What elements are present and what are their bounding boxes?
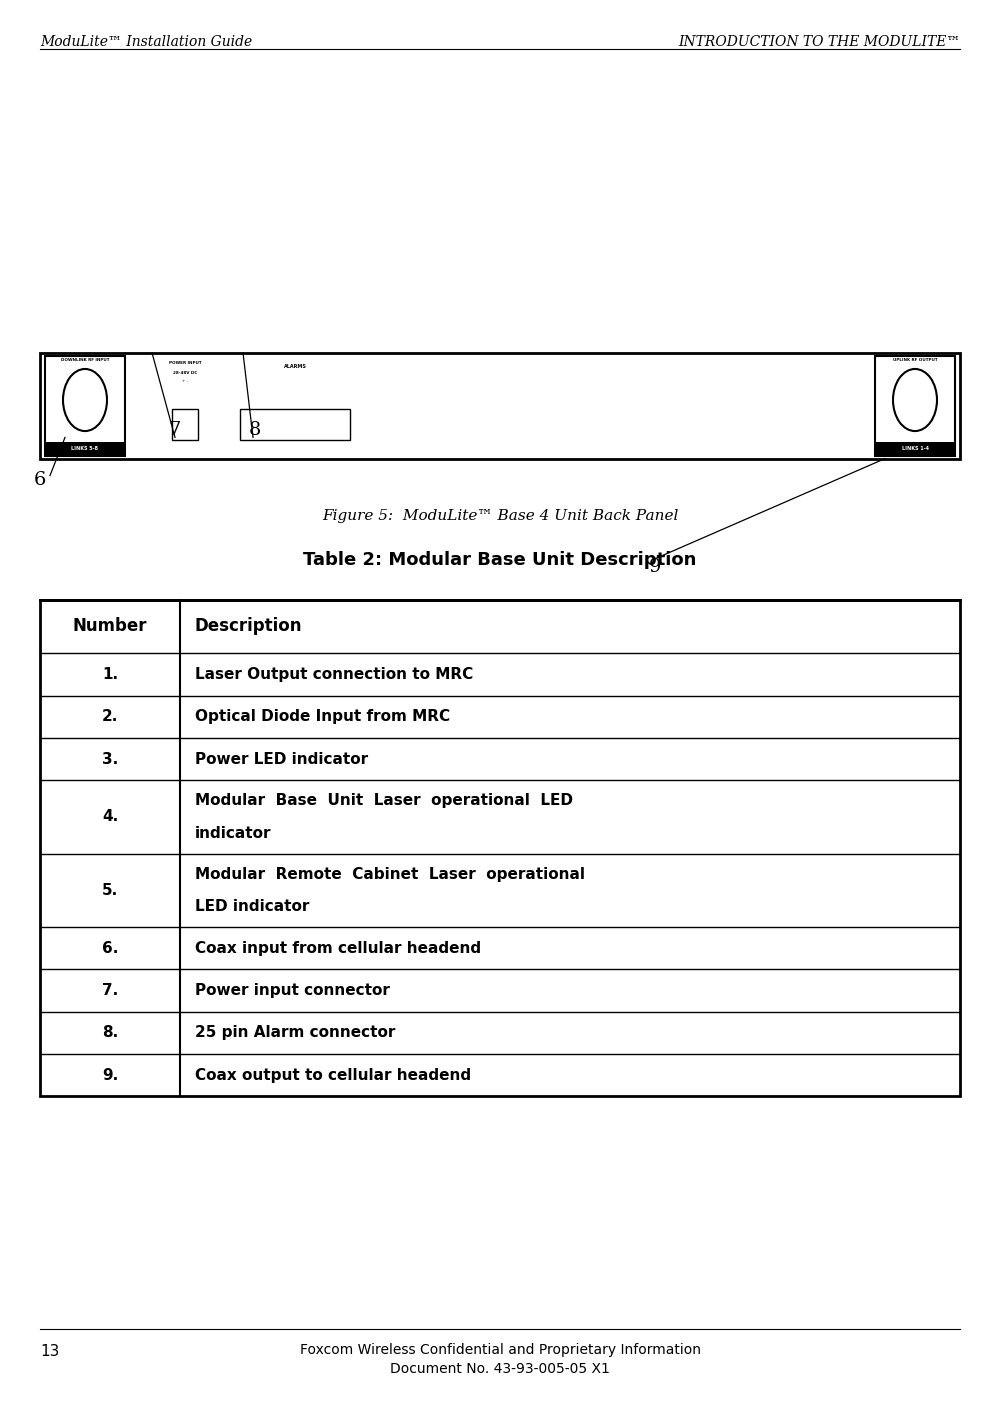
Text: 9: 9 bbox=[649, 559, 661, 576]
Text: INTRODUCTION TO THE MODULITE™: INTRODUCTION TO THE MODULITE™ bbox=[678, 35, 960, 49]
Text: Number: Number bbox=[73, 618, 147, 635]
Text: 3.: 3. bbox=[102, 752, 118, 766]
Text: 5.: 5. bbox=[102, 883, 118, 897]
Text: UPLINK RF OUTPUT: UPLINK RF OUTPUT bbox=[893, 358, 937, 361]
Text: Power input connector: Power input connector bbox=[195, 983, 390, 998]
Circle shape bbox=[63, 368, 107, 432]
Text: POWER INPUT: POWER INPUT bbox=[169, 361, 201, 364]
Text: Modular  Remote  Cabinet  Laser  operational: Modular Remote Cabinet Laser operational bbox=[195, 866, 585, 882]
Text: Modular  Base  Unit  Laser  operational  LED: Modular Base Unit Laser operational LED bbox=[195, 793, 573, 809]
Text: Laser Output connection to MRC: Laser Output connection to MRC bbox=[195, 667, 473, 682]
Text: 4.: 4. bbox=[102, 810, 118, 824]
Text: Optical Diode Input from MRC: Optical Diode Input from MRC bbox=[195, 710, 450, 724]
Text: Figure 5:  ModuLite™ Base 4 Unit Back Panel: Figure 5: ModuLite™ Base 4 Unit Back Pan… bbox=[322, 509, 678, 523]
Text: 25 pin Alarm connector: 25 pin Alarm connector bbox=[195, 1026, 395, 1040]
Bar bbox=[40, 600, 960, 1096]
Bar bbox=[40, 353, 960, 459]
Text: Document No. 43-93-005-05 X1: Document No. 43-93-005-05 X1 bbox=[390, 1362, 610, 1376]
Text: Description: Description bbox=[195, 618, 302, 635]
Text: 8.: 8. bbox=[102, 1026, 118, 1040]
Text: Coax input from cellular headend: Coax input from cellular headend bbox=[195, 941, 481, 955]
Text: Power LED indicator: Power LED indicator bbox=[195, 752, 368, 766]
Text: Table 2: Modular Base Unit Description: Table 2: Modular Base Unit Description bbox=[303, 552, 697, 569]
Text: 28-48V DC: 28-48V DC bbox=[173, 371, 197, 374]
Text: 13: 13 bbox=[40, 1345, 59, 1359]
Text: 2.: 2. bbox=[102, 710, 118, 724]
Bar bbox=[875, 442, 955, 456]
Text: 6: 6 bbox=[34, 471, 46, 488]
Text: LINKS 5-8: LINKS 5-8 bbox=[72, 446, 98, 452]
Text: 9.: 9. bbox=[102, 1068, 118, 1082]
Bar bbox=[45, 442, 125, 456]
Text: 7.: 7. bbox=[102, 983, 118, 998]
Text: + -: + - bbox=[182, 380, 188, 382]
Text: LINKS 1-4: LINKS 1-4 bbox=[902, 446, 928, 452]
Text: ModuLite™ Installation Guide: ModuLite™ Installation Guide bbox=[40, 35, 252, 49]
Text: ALARMS: ALARMS bbox=[284, 364, 306, 370]
Bar bbox=[240, 409, 350, 440]
Text: LED indicator: LED indicator bbox=[195, 899, 309, 914]
Circle shape bbox=[893, 368, 937, 432]
Text: Foxcom Wireless Confidential and Proprietary Information: Foxcom Wireless Confidential and Proprie… bbox=[300, 1343, 700, 1357]
Bar bbox=[45, 356, 125, 456]
Text: 7: 7 bbox=[169, 422, 181, 439]
Bar bbox=[875, 356, 955, 456]
Bar bbox=[172, 409, 198, 440]
Text: 8: 8 bbox=[249, 422, 261, 439]
Text: Coax output to cellular headend: Coax output to cellular headend bbox=[195, 1068, 471, 1082]
Text: 6.: 6. bbox=[102, 941, 118, 955]
Text: 1.: 1. bbox=[102, 667, 118, 682]
Text: DOWNLINK RF INPUT: DOWNLINK RF INPUT bbox=[61, 358, 109, 361]
Text: indicator: indicator bbox=[195, 825, 272, 841]
